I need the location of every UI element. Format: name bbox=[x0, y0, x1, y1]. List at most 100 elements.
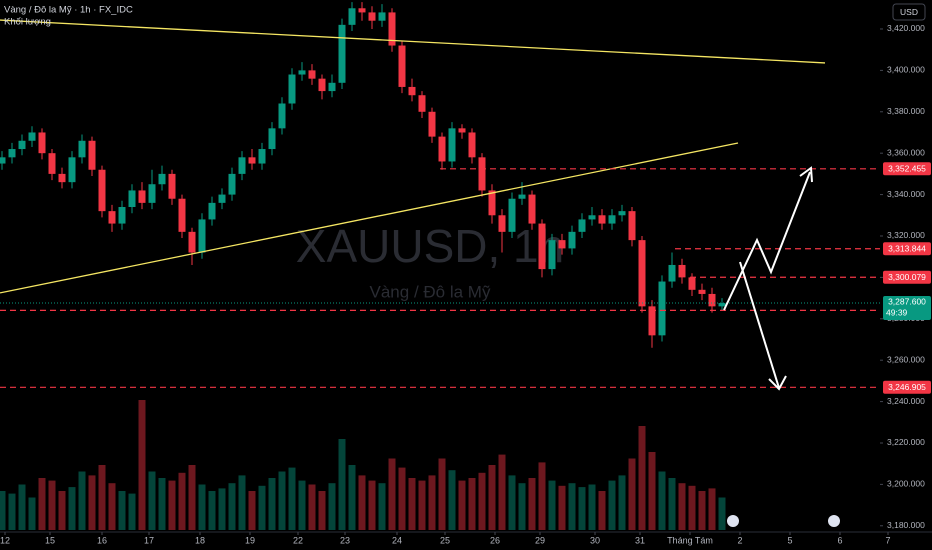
y-tick-label: 3,220.000 bbox=[887, 437, 925, 447]
volume-bar bbox=[408, 478, 416, 530]
candle-body bbox=[558, 240, 566, 249]
candle-body bbox=[108, 211, 116, 224]
trendline bbox=[0, 19, 826, 64]
candle-body bbox=[388, 12, 396, 46]
candle-body bbox=[718, 303, 726, 307]
candle-body bbox=[158, 173, 166, 185]
x-tick-label: 31 bbox=[635, 535, 645, 545]
candle-body bbox=[208, 202, 216, 220]
volume-bar bbox=[518, 483, 526, 530]
last-price-label: 3,287.600 bbox=[888, 296, 926, 306]
volume-bar bbox=[108, 483, 116, 530]
volume-bar bbox=[598, 491, 606, 530]
x-tick-label: 18 bbox=[195, 535, 205, 545]
volume-bar bbox=[248, 491, 256, 530]
y-tick-label: 3,180.000 bbox=[887, 520, 925, 530]
volume-bar bbox=[368, 480, 376, 530]
event-icon[interactable] bbox=[828, 515, 840, 527]
volume-bar bbox=[48, 480, 56, 530]
volume-bar bbox=[428, 475, 436, 530]
volume-bar bbox=[658, 471, 666, 530]
countdown: 49:39 bbox=[886, 307, 908, 317]
volume-bar bbox=[308, 484, 316, 530]
candle-body bbox=[708, 293, 716, 307]
candle-body bbox=[488, 190, 496, 216]
x-tick-label: 30 bbox=[590, 535, 600, 545]
axis: 3,180.000 3,200.000 3,220.000 3,240.000 3,26… bbox=[0, 23, 931, 545]
candle-body bbox=[578, 219, 586, 232]
candle-body bbox=[268, 128, 276, 150]
candle-body bbox=[258, 149, 266, 164]
volume-bar bbox=[458, 480, 466, 530]
currency-box[interactable] bbox=[892, 3, 926, 21]
volume-bar bbox=[398, 467, 406, 530]
event-icon[interactable] bbox=[727, 515, 739, 527]
x-tick-label: 5 bbox=[787, 535, 792, 545]
volume-bar bbox=[198, 484, 206, 530]
volume-bar bbox=[508, 475, 516, 530]
candle-body bbox=[648, 306, 656, 336]
volume-bar bbox=[558, 485, 566, 530]
volume-bar bbox=[128, 493, 136, 530]
candle-body bbox=[498, 215, 506, 232]
candle-body bbox=[68, 157, 76, 183]
x-tick-label: 25 bbox=[440, 535, 450, 545]
y-tick-label: 3,320.000 bbox=[887, 230, 925, 240]
candle-body bbox=[188, 231, 196, 253]
volume-bar bbox=[718, 497, 726, 530]
trendline bbox=[0, 142, 739, 294]
volume-bar bbox=[218, 488, 226, 530]
candle-body bbox=[418, 95, 426, 112]
y-tick-label: 3,360.000 bbox=[887, 147, 925, 157]
volume-bar bbox=[528, 478, 536, 530]
candle-body bbox=[218, 194, 226, 203]
x-tick-label: 23 bbox=[340, 535, 350, 545]
candle-body bbox=[8, 149, 16, 158]
candle-body bbox=[88, 140, 96, 170]
volume-bar bbox=[298, 480, 306, 530]
candle-body bbox=[508, 198, 516, 232]
volume-bar bbox=[158, 478, 166, 530]
level-label-box bbox=[883, 162, 931, 176]
volume-bar bbox=[338, 439, 346, 530]
y-tick-label: 3,240.000 bbox=[887, 396, 925, 406]
candle-body bbox=[338, 24, 346, 83]
candle-body bbox=[318, 78, 326, 92]
volume-bar bbox=[98, 465, 106, 530]
volume-bar bbox=[28, 497, 36, 530]
candle-body bbox=[98, 169, 106, 212]
volume-bar bbox=[0, 491, 6, 530]
volume-bar bbox=[378, 483, 386, 530]
candle-body bbox=[598, 215, 606, 224]
candle-body bbox=[698, 289, 706, 294]
candle-body bbox=[288, 74, 296, 104]
candle-body bbox=[78, 140, 86, 158]
level-label: 3,352.455 bbox=[888, 164, 926, 174]
y-tick-label: 3,200.000 bbox=[887, 479, 925, 489]
volume-bar bbox=[358, 475, 366, 530]
candle-body bbox=[18, 140, 26, 150]
volume-bar bbox=[698, 491, 706, 530]
volume-bar bbox=[148, 471, 156, 530]
candle-body bbox=[518, 194, 526, 199]
candle-body bbox=[28, 132, 36, 141]
volume-bar bbox=[68, 487, 76, 530]
volume-bar bbox=[618, 475, 626, 530]
volume-bar bbox=[288, 467, 296, 530]
volume-bar bbox=[18, 484, 26, 530]
volume-bar bbox=[648, 452, 656, 530]
candle-body bbox=[618, 211, 626, 216]
x-tick-label: 7 bbox=[885, 535, 890, 545]
candle-body bbox=[0, 157, 6, 164]
candle-body bbox=[168, 173, 176, 199]
candle-body bbox=[238, 157, 246, 174]
candle-body bbox=[248, 157, 256, 164]
volume-bar bbox=[168, 480, 176, 530]
x-tick-label: 24 bbox=[392, 535, 402, 545]
volume-bar bbox=[188, 465, 196, 530]
level-label-box bbox=[883, 380, 931, 394]
volume-bar bbox=[678, 483, 686, 530]
candle-body bbox=[628, 211, 636, 241]
volume-bar bbox=[238, 475, 246, 530]
